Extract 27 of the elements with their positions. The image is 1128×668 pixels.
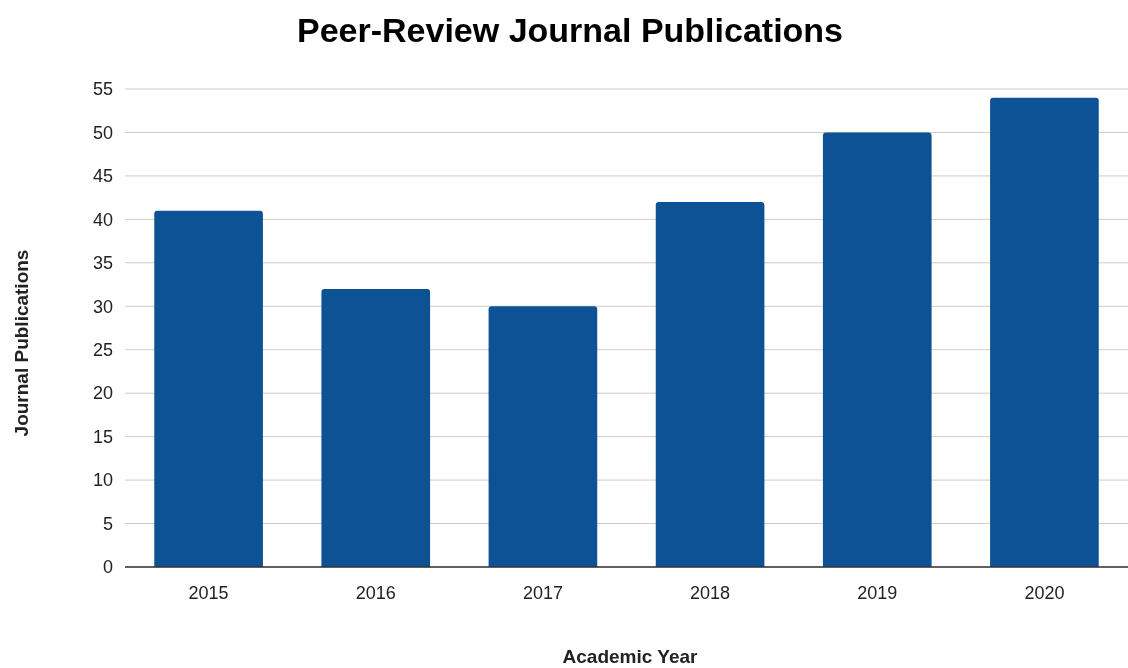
bar: [154, 210, 263, 567]
x-tick-label: 2015: [188, 583, 229, 603]
y-tick-label: 15: [92, 426, 113, 447]
bar: [655, 201, 765, 567]
y-tick-label: 20: [92, 383, 113, 404]
bar: [990, 97, 1099, 567]
x-tick-label: 2020: [1024, 583, 1065, 603]
y-tick-label: 35: [92, 253, 113, 274]
bar: [321, 288, 431, 567]
bar: [822, 132, 932, 567]
y-tick-label: 40: [92, 209, 113, 230]
y-tick-label: 10: [92, 470, 113, 491]
x-tick-label: 2018: [690, 583, 731, 603]
y-axis-title: Journal Publications: [11, 249, 32, 437]
bar: [488, 306, 598, 567]
y-tick-label: 55: [92, 79, 113, 100]
x-tick-label: 2016: [355, 583, 396, 603]
y-tick-label: 5: [102, 513, 113, 534]
y-tick-label: 45: [92, 166, 113, 187]
y-tick-label: 50: [92, 122, 113, 143]
y-tick-label: 25: [92, 340, 113, 361]
x-axis-title: Academic Year: [562, 646, 699, 667]
x-tick-label: 2017: [522, 583, 563, 603]
chart-title: Peer-Review Journal Publications: [296, 11, 844, 49]
y-tick-label: 30: [92, 296, 113, 317]
x-tick-label: 2019: [857, 583, 898, 603]
y-tick-label: 0: [102, 557, 113, 578]
